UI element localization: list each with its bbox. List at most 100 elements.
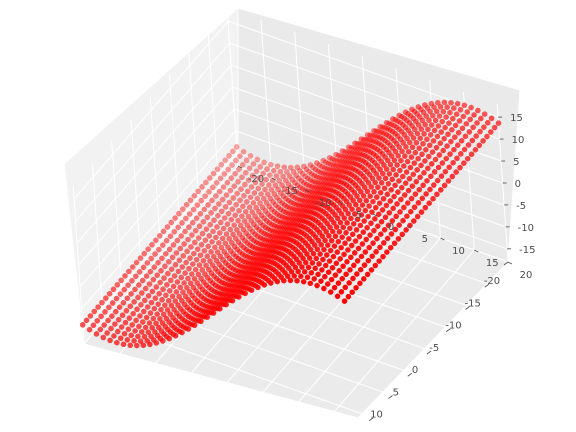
data-point (242, 290, 248, 297)
data-point (240, 203, 246, 210)
data-point (254, 195, 261, 202)
data-point (244, 188, 251, 195)
data-point (166, 246, 173, 253)
data-point (204, 214, 211, 221)
data-point (165, 297, 172, 304)
data-point (234, 190, 240, 197)
x-tick-label: -5 (429, 343, 439, 354)
data-point (230, 231, 236, 238)
data-point (166, 288, 173, 294)
data-point (218, 208, 225, 215)
data-point (154, 311, 160, 317)
data-point (310, 250, 317, 257)
data-point (381, 162, 387, 168)
data-point (384, 191, 391, 198)
data-point (396, 178, 402, 184)
data-point (342, 284, 349, 291)
data-point (351, 262, 357, 269)
data-point (385, 222, 392, 229)
data-point (196, 262, 203, 268)
y-tick-mark (372, 213, 378, 217)
data-point (431, 169, 438, 175)
data-point (186, 265, 192, 272)
data-point (121, 286, 128, 293)
data-point (434, 191, 440, 198)
data-point (286, 173, 293, 179)
data-point (372, 179, 378, 186)
x-tick-label: -15 (465, 298, 481, 309)
data-point (304, 274, 311, 281)
data-point (369, 253, 376, 260)
data-point (257, 200, 263, 206)
data-point (234, 227, 240, 233)
data-point (162, 251, 169, 257)
data-point (287, 164, 294, 171)
data-point (338, 289, 345, 295)
data-point (184, 248, 190, 255)
data-point (423, 191, 429, 197)
data-point (313, 255, 320, 262)
data-point (227, 226, 234, 233)
data-point (212, 205, 218, 212)
data-point (372, 216, 378, 222)
data-point (371, 188, 377, 195)
data-point (210, 228, 216, 235)
data-point (255, 185, 262, 192)
grid-line-y (319, 249, 475, 429)
data-point (235, 217, 241, 224)
data-point (314, 246, 321, 253)
data-point (141, 333, 148, 340)
data-point (169, 293, 176, 300)
data-point (137, 313, 143, 319)
data-point (342, 240, 348, 247)
data-point (199, 184, 205, 190)
data-point (292, 179, 298, 186)
data-point (377, 231, 384, 237)
data-point (438, 173, 445, 179)
data-point (115, 316, 122, 323)
data-point (109, 313, 115, 319)
data-point (382, 175, 389, 182)
data-point (236, 231, 243, 237)
data-point (393, 172, 399, 178)
data-point (193, 215, 200, 222)
data-point (242, 181, 248, 188)
data-point (380, 240, 387, 246)
data-point (429, 149, 436, 155)
data-point (417, 174, 423, 181)
data-point (335, 238, 342, 245)
data-point (206, 175, 213, 181)
data-point (270, 167, 277, 174)
data-point (141, 250, 148, 257)
data-point (411, 126, 418, 133)
x-tick-label: -20 (484, 276, 500, 287)
data-point (233, 201, 239, 208)
data-point (112, 321, 118, 327)
data-point (129, 277, 135, 284)
data-point (252, 213, 258, 220)
data-point (106, 304, 112, 311)
data-point (428, 161, 435, 167)
data-point (221, 249, 228, 255)
data-point (431, 127, 438, 134)
y-tick-label: 0 (388, 222, 394, 233)
data-point (444, 104, 450, 110)
data-point (260, 170, 266, 177)
x-tick-label: 0 (412, 365, 418, 376)
data-point (387, 244, 394, 251)
data-point (376, 200, 383, 206)
data-point (473, 133, 479, 139)
data-point (398, 157, 404, 164)
data-point (373, 171, 380, 177)
data-point (364, 224, 370, 231)
data-point (406, 175, 413, 182)
data-point (209, 239, 215, 245)
data-point (444, 143, 450, 149)
data-point (375, 184, 381, 191)
data-point (425, 153, 432, 160)
data-point (147, 268, 154, 275)
data-point (191, 250, 197, 257)
data-point (268, 186, 275, 193)
data-point (380, 195, 387, 202)
data-point (388, 153, 395, 159)
